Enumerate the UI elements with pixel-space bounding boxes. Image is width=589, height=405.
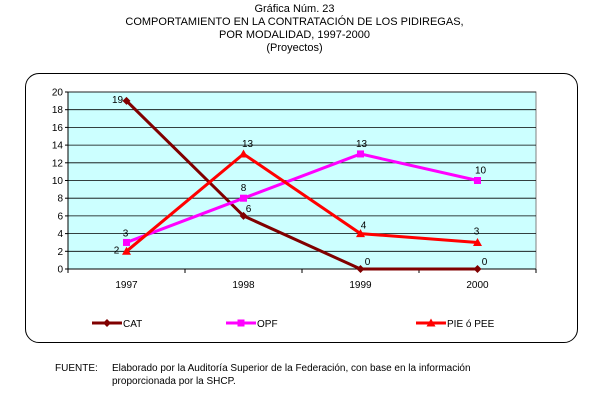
source-label: FUENTE: — [55, 363, 98, 374]
data-label: 3 — [474, 226, 480, 237]
data-label: 10 — [475, 166, 487, 177]
x-tick-label: 1999 — [349, 280, 372, 291]
data-point-opf — [357, 150, 364, 158]
legend-label-cat: CAT — [123, 319, 142, 330]
data-label: 19 — [112, 95, 124, 106]
y-tick-label: 16 — [52, 123, 64, 134]
data-point-pie-pee — [239, 149, 248, 158]
series-line-cat — [125, 99, 478, 271]
data-label: 4 — [361, 221, 367, 232]
series-line-opf — [125, 152, 478, 244]
data-label: 2 — [114, 245, 120, 256]
data-point-opf — [123, 238, 130, 246]
data-label: 0 — [482, 257, 488, 268]
y-tick-label: 14 — [52, 141, 64, 152]
data-label: 3 — [123, 228, 129, 239]
source-text-2: proporcionada por la SHCP. — [112, 376, 236, 387]
y-tick-label: 10 — [52, 176, 64, 187]
data-point-pie-pee — [356, 229, 365, 238]
source-note: FUENTE: Elaborado por la Auditoría Superi… — [55, 362, 565, 388]
chart-subtitle: POR MODALIDAD, 1997-2000 — [218, 29, 370, 41]
y-tick-label: 20 — [52, 88, 64, 99]
data-point-cat — [239, 211, 248, 220]
data-label: 6 — [246, 204, 252, 215]
y-tick-label: 4 — [57, 229, 63, 240]
data-label: 8 — [241, 183, 247, 194]
y-tick-label: 6 — [57, 211, 63, 222]
y-tick-label: 0 — [57, 265, 63, 276]
source-text-1: Elaborado por la Auditoría Superior de l… — [112, 363, 471, 374]
y-tick-label: 8 — [57, 194, 63, 205]
y-tick-label: 12 — [52, 158, 64, 169]
data-point-cat — [122, 96, 131, 105]
legend-label-pie-pee: PIE ó PEE — [447, 319, 495, 330]
data-point-cat — [473, 265, 482, 273]
data-point-opf — [240, 194, 247, 202]
x-tick-label: 1998 — [232, 280, 255, 291]
legend-marker-pie-pee — [426, 318, 436, 327]
data-point-pie-pee — [473, 237, 482, 246]
data-label: 13 — [242, 139, 254, 150]
x-tick-label: 2000 — [466, 280, 489, 291]
legend-marker-opf — [237, 319, 245, 327]
y-tick-label: 2 — [57, 247, 63, 258]
legend-marker-cat — [103, 319, 111, 327]
chart-units: (Proyectos) — [266, 42, 323, 54]
data-label: 0 — [365, 257, 371, 268]
data-label: 13 — [356, 139, 368, 150]
legend-label-opf: OPF — [257, 319, 278, 330]
x-tick-label: 1997 — [115, 280, 138, 291]
chart-title: COMPORTAMIENTO EN LA CONTRATACIÓN DE LOS… — [125, 16, 464, 28]
y-tick-label: 18 — [52, 105, 64, 116]
data-point-pie-pee — [122, 246, 131, 255]
data-point-opf — [474, 177, 481, 184]
chart-number: Gráfica Núm. 23 — [254, 3, 335, 15]
chart-title-block: Gráfica Núm. 23 COMPORTAMIENTO EN LA CON… — [0, 3, 589, 55]
data-point-cat — [356, 265, 365, 273]
series-line-pie-pee — [125, 152, 478, 253]
